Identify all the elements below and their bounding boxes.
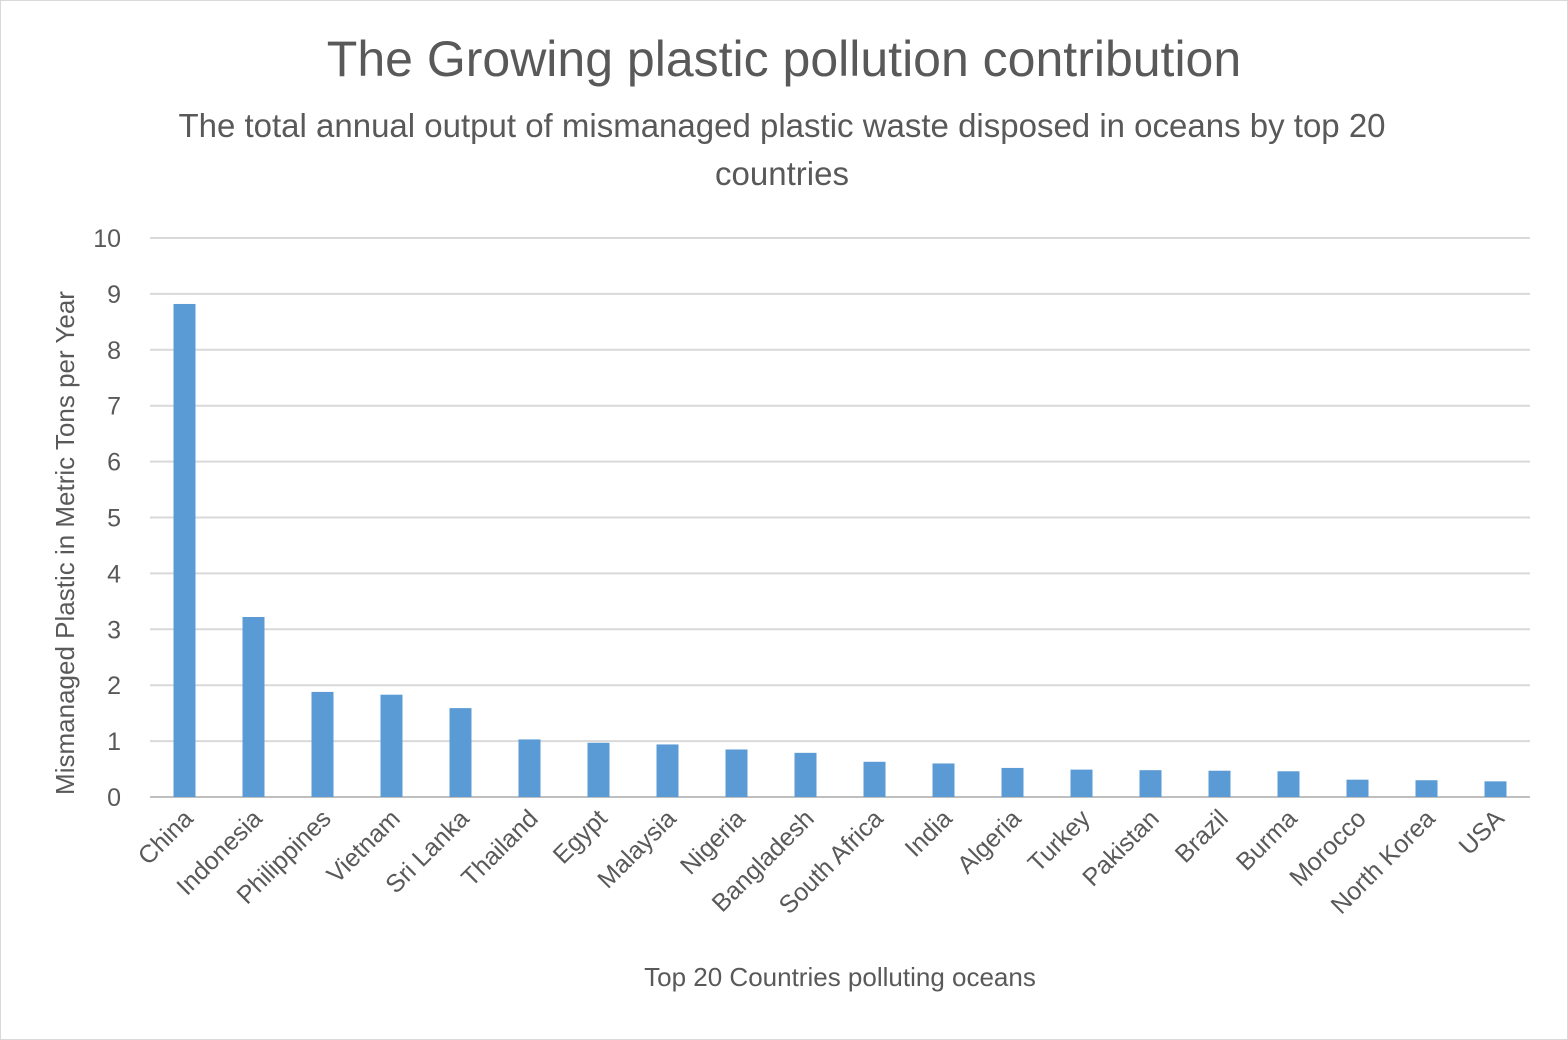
chart-subtitle: The total annual output of mismanaged pl… <box>178 107 1386 192</box>
bar-usa <box>1484 781 1507 797</box>
y-tick-label: 10 <box>93 225 121 253</box>
y-tick-label: 4 <box>107 560 121 588</box>
x-axis-title: Top 20 Countries polluting oceans <box>644 962 1036 992</box>
y-tick-label: 3 <box>107 616 121 644</box>
bar-philippines <box>311 691 334 797</box>
y-tick-label: 6 <box>107 449 121 477</box>
y-tick-label: 7 <box>107 393 121 421</box>
bar-indonesia <box>242 617 265 797</box>
x-tick-label: India <box>900 804 958 862</box>
x-tick-label: Brazil <box>1170 804 1234 868</box>
bar-north-korea <box>1415 780 1438 797</box>
y-tick-label: 2 <box>107 672 121 700</box>
bar-morocco <box>1346 779 1369 797</box>
bar-brazil <box>1208 770 1231 797</box>
bar-turkey <box>1070 769 1093 797</box>
bar-india <box>932 763 955 797</box>
chart-title: The Growing plastic pollution contributi… <box>326 31 1242 87</box>
bar-thailand <box>518 739 541 797</box>
x-tick-label: Thailand <box>456 804 544 892</box>
y-tick-label: 9 <box>107 281 121 309</box>
x-tick-label: USA <box>1454 804 1510 860</box>
bars <box>173 303 1507 797</box>
y-tick-label: 1 <box>107 728 121 756</box>
bar-bangladesh <box>794 752 817 797</box>
bar-nigeria <box>725 749 748 797</box>
bar-malaysia <box>656 744 679 797</box>
x-tick-label: China <box>133 804 199 870</box>
bar-vietnam <box>380 694 403 797</box>
gridlines <box>150 237 1530 798</box>
bar-sri-lanka <box>449 708 472 797</box>
x-tick-label: Algeria <box>952 804 1027 879</box>
bar-algeria <box>1001 767 1024 797</box>
bar-egypt <box>587 742 610 797</box>
bar-south-africa <box>863 761 886 797</box>
y-axis-ticks: 0 1 2 3 4 5 6 7 8 9 10 <box>93 225 121 812</box>
x-tick-label: Pakistan <box>1077 804 1165 892</box>
bar-pakistan <box>1139 770 1162 797</box>
bar-china <box>173 303 196 797</box>
y-tick-label: 5 <box>107 505 121 533</box>
y-tick-label: 8 <box>107 337 121 365</box>
y-tick-label: 0 <box>107 784 121 812</box>
x-tick-label: Egypt <box>548 804 613 869</box>
bar-burma <box>1277 771 1300 797</box>
